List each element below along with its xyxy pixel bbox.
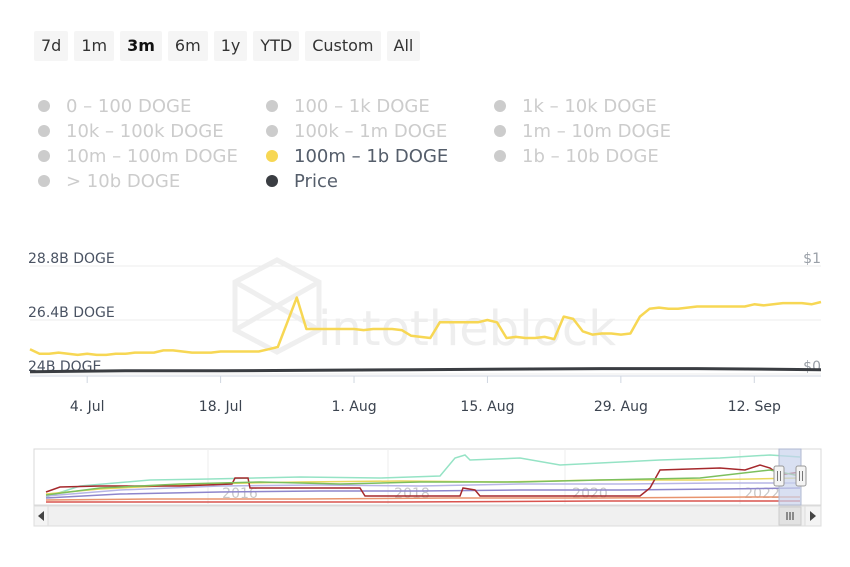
legend-dot-icon xyxy=(38,125,50,137)
range-button-ytd[interactable]: YTD xyxy=(253,31,300,61)
legend-item[interactable]: 1k – 10k DOGE xyxy=(494,94,657,118)
x-tick-label: 4. Jul xyxy=(70,399,105,415)
legend-dot-icon xyxy=(38,175,50,187)
range-button-custom[interactable]: Custom xyxy=(305,31,381,61)
legend-label: 10m – 100m DOGE xyxy=(66,145,238,167)
intotheblock-logo-icon xyxy=(232,257,322,355)
legend-item[interactable]: 1m – 10m DOGE xyxy=(494,119,671,143)
scrollbar-track[interactable] xyxy=(33,505,822,527)
legend-dot-icon xyxy=(494,150,506,162)
legend-dot-icon xyxy=(266,175,278,187)
legend-label: 0 – 100 DOGE xyxy=(66,95,192,117)
navigator-year-label: 2020 xyxy=(572,486,608,502)
x-tick-label: 1. Aug xyxy=(331,399,376,415)
navigator-handle-left[interactable] xyxy=(773,465,785,487)
legend-item[interactable]: 100k – 1m DOGE xyxy=(266,119,447,143)
legend-item[interactable]: 10k – 100k DOGE xyxy=(38,119,224,143)
legend-dot-icon xyxy=(494,125,506,137)
navigator-mini-series xyxy=(45,454,801,503)
y-left-tick-label: 28.8B DOGE xyxy=(28,251,115,267)
legend-label: 100m – 1b DOGE xyxy=(294,145,449,167)
scrollbar[interactable] xyxy=(33,505,822,527)
legend-label: 1b – 10b DOGE xyxy=(522,145,659,167)
x-tick-label: 29. Aug xyxy=(594,399,648,415)
legend-label: 100k – 1m DOGE xyxy=(294,120,448,142)
y-right-tick-label: $1 xyxy=(803,251,821,267)
legend-dot-icon xyxy=(38,100,50,112)
legend-dot-icon xyxy=(266,150,278,162)
range-button-7d[interactable]: 7d xyxy=(34,31,69,61)
legend-dot-icon xyxy=(494,100,506,112)
legend-item[interactable]: 100m – 1b DOGE xyxy=(266,144,448,168)
x-tick-label: 15. Aug xyxy=(460,399,514,415)
range-button-6m[interactable]: 6m xyxy=(167,31,208,61)
range-button-1m[interactable]: 1m xyxy=(74,31,115,61)
legend-item[interactable]: 100 – 1k DOGE xyxy=(266,94,430,118)
scroll-left-button[interactable] xyxy=(33,505,49,527)
watermark-text: intotheblock xyxy=(318,301,616,357)
y-left-tick-label: 24B DOGE xyxy=(28,359,101,375)
navigator-frame xyxy=(33,448,822,506)
navigator-year-label: 2016 xyxy=(222,486,258,502)
x-tick-label: 18. Jul xyxy=(199,399,243,415)
chart-grid xyxy=(30,265,821,375)
legend-item[interactable]: 0 – 100 DOGE xyxy=(38,94,191,118)
legend-label: Price xyxy=(294,170,338,192)
x-tick-label: 12. Sep xyxy=(728,399,781,415)
legend-label: 1k – 10k DOGE xyxy=(522,95,657,117)
scrollbar-thumb[interactable] xyxy=(778,506,802,526)
legend-item[interactable]: Price xyxy=(266,169,338,193)
series-line-price xyxy=(29,367,822,374)
y-axis-left: 28.8B DOGE 26.4B DOGE 24B DOGE xyxy=(28,251,115,375)
watermark: intotheblock xyxy=(232,257,616,357)
arrow-left-icon xyxy=(38,511,44,521)
legend-item[interactable]: > 10b DOGE xyxy=(38,169,180,193)
range-button-1y[interactable]: 1y xyxy=(213,31,248,61)
legend-label: 10k – 100k DOGE xyxy=(66,120,224,142)
y-left-tick-label: 26.4B DOGE xyxy=(28,305,115,321)
navigator-handle-right[interactable] xyxy=(795,465,807,487)
series-line-holdings xyxy=(29,296,822,357)
legend-dot-icon xyxy=(266,100,278,112)
legend-label: 100 – 1k DOGE xyxy=(294,95,430,117)
range-button-3m[interactable]: 3m xyxy=(120,31,162,61)
y-axis-right: $1 $0 xyxy=(803,251,821,375)
legend-item[interactable]: 1b – 10b DOGE xyxy=(494,144,659,168)
arrow-right-icon xyxy=(810,511,816,521)
navigator-labels: 2016 2018 2020 2022 xyxy=(222,486,780,502)
navigator-window[interactable] xyxy=(778,448,802,506)
navigator-year-label: 2022 xyxy=(744,486,780,502)
legend-dot-icon xyxy=(38,150,50,162)
legend-label: 1m – 10m DOGE xyxy=(522,120,671,142)
legend-label: > 10b DOGE xyxy=(66,170,181,192)
range-selector: 7d 1m 3m 6m 1y YTD Custom All xyxy=(34,31,421,61)
scroll-right-button[interactable] xyxy=(804,505,822,527)
legend-item[interactable]: 10m – 100m DOGE xyxy=(38,144,238,168)
x-axis: 4. Jul 18. Jul 1. Aug 15. Aug 29. Aug 12. Sep xyxy=(30,375,821,415)
y-right-tick-label: $0 xyxy=(803,359,821,375)
legend-dot-icon xyxy=(266,125,278,137)
range-button-all[interactable]: All xyxy=(386,31,421,61)
series-lines xyxy=(29,296,822,374)
navigator-grid xyxy=(207,449,741,505)
navigator[interactable]: 2016 2018 2020 2022 xyxy=(33,448,822,506)
navigator-year-label: 2018 xyxy=(394,486,430,502)
